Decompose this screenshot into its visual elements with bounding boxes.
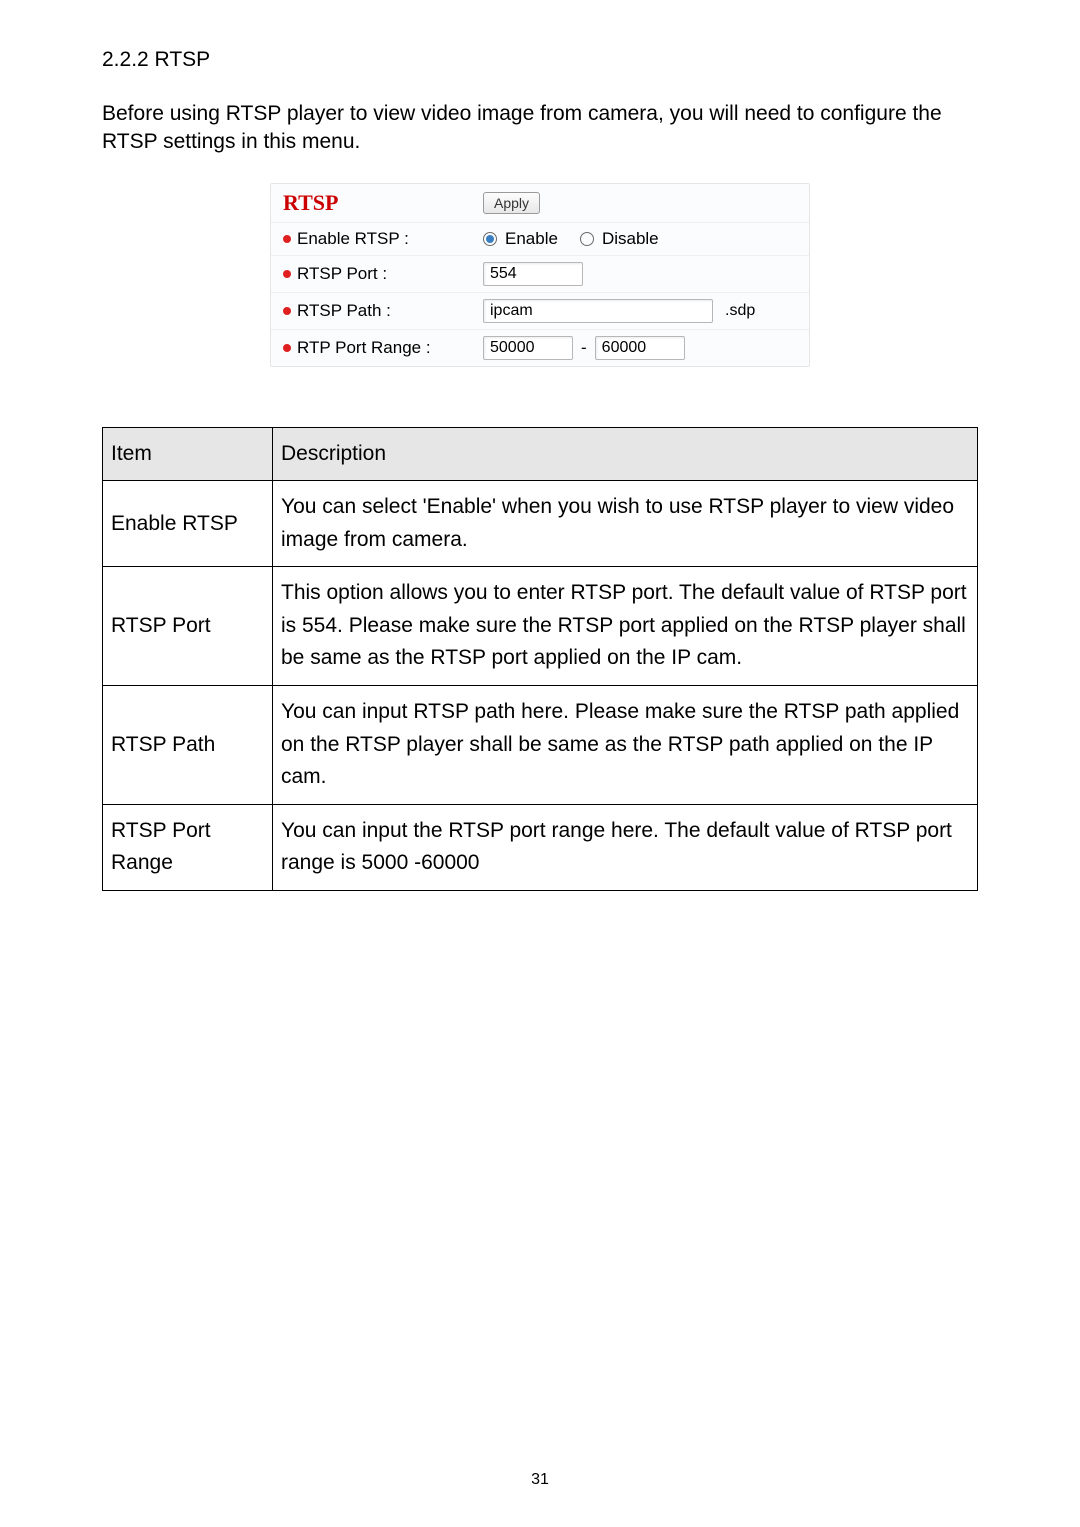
table-row: Enable RTSP You can select 'Enable' when… xyxy=(103,481,978,567)
td-item: RTSP Path xyxy=(103,685,273,804)
rtsp-port-label-text: RTSP Port : xyxy=(297,264,387,284)
td-desc: This option allows you to enter RTSP por… xyxy=(273,567,978,686)
enable-rtsp-label: Enable RTSP : xyxy=(283,229,483,249)
enable-radio-label: Enable xyxy=(505,229,558,249)
rtsp-panel: RTSP Apply Enable RTSP : Enable Disable … xyxy=(270,183,810,367)
page-number: 31 xyxy=(0,1471,1080,1489)
rtsp-port-label: RTSP Port : xyxy=(283,264,483,284)
th-description: Description xyxy=(273,427,978,481)
rtsp-path-row: RTSP Path : .sdp xyxy=(271,292,809,329)
rtp-range-label-text: RTP Port Range : xyxy=(297,338,431,358)
rtp-range-to-input[interactable] xyxy=(595,336,685,360)
bullet-icon xyxy=(283,307,291,315)
rtsp-title: RTSP xyxy=(283,190,483,216)
table-row: RTSP Path You can input RTSP path here. … xyxy=(103,685,978,804)
intro-text: Before using RTSP player to view video i… xyxy=(102,100,978,157)
table-row: RTSP Port Range You can input the RTSP p… xyxy=(103,804,978,890)
enable-radio[interactable] xyxy=(483,232,497,246)
table-row: RTSP Port This option allows you to ente… xyxy=(103,567,978,686)
td-desc: You can input RTSP path here. Please mak… xyxy=(273,685,978,804)
bullet-icon xyxy=(283,235,291,243)
disable-radio[interactable] xyxy=(580,232,594,246)
bullet-icon xyxy=(283,344,291,352)
rtsp-port-input[interactable] xyxy=(483,262,583,286)
apply-button[interactable]: Apply xyxy=(483,192,540,214)
td-desc: You can select 'Enable' when you wish to… xyxy=(273,481,978,567)
rtsp-path-suffix: .sdp xyxy=(725,302,755,320)
rtp-range-from-input[interactable] xyxy=(483,336,573,360)
td-item: Enable RTSP xyxy=(103,481,273,567)
rtsp-port-row: RTSP Port : xyxy=(271,255,809,292)
rtsp-path-label: RTSP Path : xyxy=(283,301,483,321)
table-header-row: Item Description xyxy=(103,427,978,481)
description-table: Item Description Enable RTSP You can sel… xyxy=(102,427,978,891)
th-item: Item xyxy=(103,427,273,481)
rtsp-path-input[interactable] xyxy=(483,299,713,323)
disable-radio-label: Disable xyxy=(602,229,659,249)
td-desc: You can input the RTSP port range here. … xyxy=(273,804,978,890)
section-heading: 2.2.2 RTSP xyxy=(102,48,978,72)
rtsp-title-row: RTSP Apply xyxy=(271,184,809,222)
rtp-range-row: RTP Port Range : - xyxy=(271,329,809,366)
td-item: RTSP Port Range xyxy=(103,804,273,890)
rtp-range-label: RTP Port Range : xyxy=(283,338,483,358)
rtsp-path-label-text: RTSP Path : xyxy=(297,301,391,321)
bullet-icon xyxy=(283,270,291,278)
td-item: RTSP Port xyxy=(103,567,273,686)
enable-rtsp-row: Enable RTSP : Enable Disable xyxy=(271,222,809,255)
range-dash: - xyxy=(579,338,589,358)
enable-rtsp-label-text: Enable RTSP : xyxy=(297,229,409,249)
